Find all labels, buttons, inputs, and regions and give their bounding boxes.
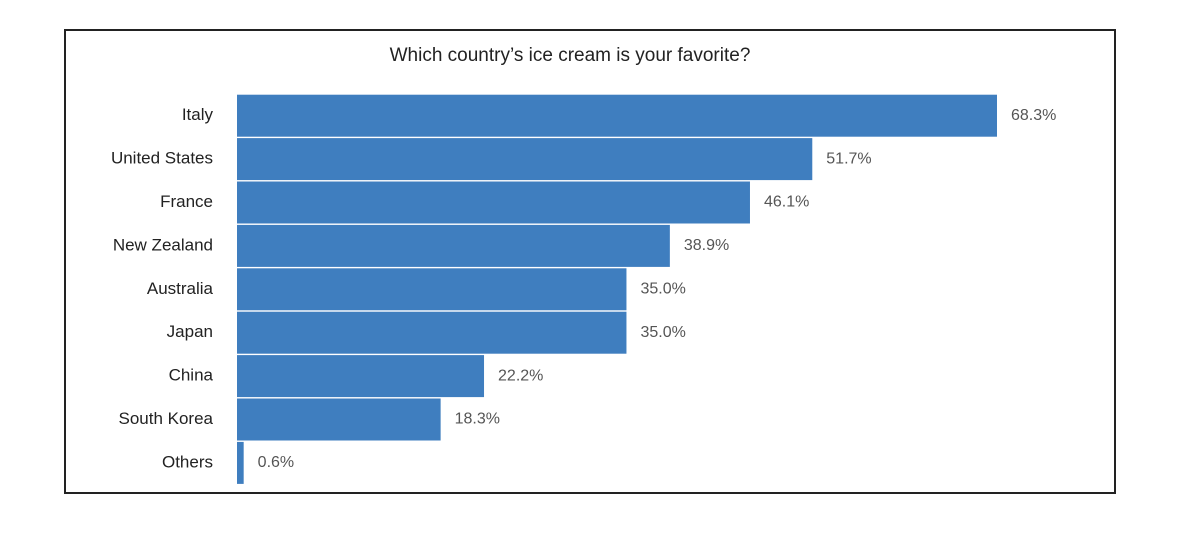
bar [237, 441, 244, 484]
bar [237, 355, 485, 398]
bar [237, 138, 813, 181]
bar [237, 224, 670, 267]
data-label: 0.6% [258, 454, 294, 471]
bar [237, 94, 997, 137]
data-label: 35.0% [640, 281, 685, 298]
data-label: 22.2% [498, 367, 543, 384]
data-label: 18.3% [455, 411, 500, 428]
y-tick-label: Others [162, 452, 213, 471]
y-tick-label: New Zealand [113, 235, 213, 254]
bar [237, 311, 627, 354]
y-tick-label: Australia [147, 279, 214, 298]
y-tick-label: China [169, 366, 214, 385]
data-label: 51.7% [826, 150, 871, 167]
data-label: 38.9% [684, 237, 729, 254]
y-tick-label: France [160, 192, 213, 211]
y-tick-label: Japan [167, 322, 213, 341]
data-label: 46.1% [764, 194, 809, 211]
y-tick-label: Italy [182, 105, 214, 124]
bar [237, 181, 750, 224]
bar [237, 268, 627, 311]
chart-title: Which country’s ice cream is your favori… [390, 45, 751, 66]
y-tick-label: United States [111, 149, 213, 168]
y-tick-label: South Korea [118, 409, 213, 428]
bar [237, 398, 441, 441]
data-label: 68.3% [1011, 107, 1056, 124]
data-label: 35.0% [640, 324, 685, 341]
